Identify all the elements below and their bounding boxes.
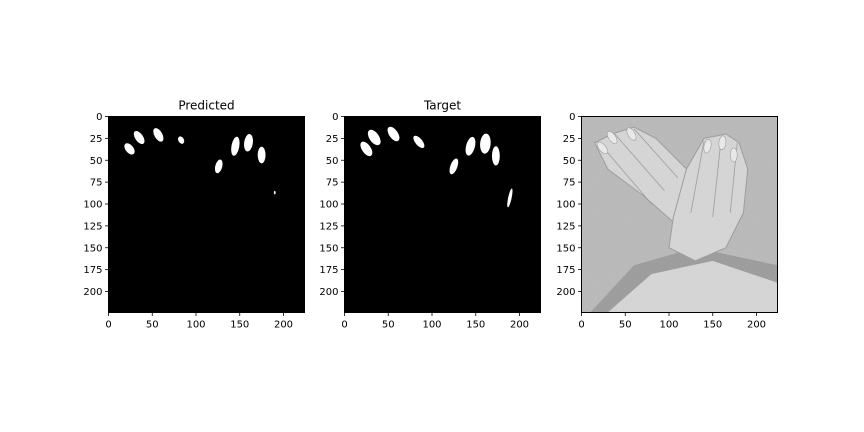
mask-blob [449, 158, 459, 175]
y-tick-label: 75 [326, 178, 339, 189]
x-tick-label: 200 [510, 320, 529, 331]
axes-frame [344, 116, 541, 313]
mask-blob [231, 136, 240, 156]
y-tick-label: 125 [83, 221, 102, 232]
finger-crease [633, 128, 679, 179]
y-tick-label: 175 [83, 265, 102, 276]
y-tick-label: 75 [90, 178, 103, 189]
mask-blob [214, 159, 223, 174]
y-tick-label: 100 [83, 200, 102, 211]
mask-blob [153, 128, 164, 142]
mask-blob [465, 136, 476, 156]
image-area [344, 116, 541, 313]
mask-blob [360, 141, 373, 157]
y-tick-label: 150 [83, 243, 102, 254]
x-tick-label: 50 [619, 320, 632, 331]
x-tick-label: 50 [382, 320, 395, 331]
mask-blob [413, 135, 425, 149]
mask-blob [124, 143, 135, 155]
x-tick-label: 150 [466, 320, 485, 331]
y-tick-label: 175 [556, 265, 575, 276]
y-tick-label: 100 [319, 200, 338, 211]
y-tick-label: 150 [319, 243, 338, 254]
mask-background [344, 116, 541, 313]
y-tick-label: 25 [90, 134, 103, 145]
mask-blob [178, 136, 185, 144]
mask-blob [257, 146, 266, 164]
mask-blob [133, 131, 145, 144]
y-tick-label: 50 [563, 156, 576, 167]
mask-blob [273, 190, 276, 195]
image-area [108, 116, 305, 313]
target-mask-panel: 0 50 100 150 200 0 25 50 75 100 125 150 175 200 Target [319, 99, 541, 331]
x-tick-label: 50 [146, 320, 159, 331]
mask-background [108, 116, 305, 313]
y-tick-label: 25 [326, 134, 339, 145]
y-tick-label: 200 [319, 287, 338, 298]
y-tick-label: 50 [326, 156, 339, 167]
y-tick-label: 125 [319, 221, 338, 232]
axes-frame [108, 116, 305, 313]
y-tick-label: 200 [83, 287, 102, 298]
panel-title: Target [423, 99, 461, 113]
fingernail [729, 147, 738, 163]
y-tick-label: 175 [319, 265, 338, 276]
y-tick-label: 75 [563, 178, 576, 189]
hands-photo [581, 116, 778, 313]
finger-crease [614, 133, 665, 192]
fingernail [718, 135, 727, 151]
y-tick-label: 0 [96, 112, 102, 123]
mask-blob [507, 188, 513, 208]
x-tick-label: 200 [274, 320, 293, 331]
mask-blob [243, 134, 254, 152]
y-tick-label: 100 [556, 200, 575, 211]
fingernail [626, 127, 637, 141]
x-tick-label: 150 [230, 320, 249, 331]
y-tick-label: 125 [556, 221, 575, 232]
panel-title: Predicted [178, 99, 234, 113]
y-tick-label: 50 [90, 156, 103, 167]
x-tick-label: 0 [105, 320, 111, 331]
y-tick-label: 25 [563, 134, 576, 145]
mask-blob [367, 129, 381, 146]
image-area [581, 116, 778, 313]
mask-blob [480, 133, 491, 154]
y-tick-label: 200 [556, 287, 575, 298]
y-tick-label: 0 [569, 112, 575, 123]
finger-crease [600, 144, 652, 205]
mask-blob [491, 146, 500, 166]
x-tick-label: 100 [659, 320, 678, 331]
fingernail [596, 141, 609, 155]
x-tick-label: 200 [747, 320, 766, 331]
x-tick-label: 100 [186, 320, 205, 331]
forearm [607, 260, 778, 313]
mask-blob [387, 126, 400, 142]
x-tick-label: 0 [341, 320, 347, 331]
photo-panel: 0 50 100 150 200 0 25 50 75 100 125 150 175 200 [556, 112, 778, 331]
hand [668, 133, 749, 262]
x-tick-label: 0 [578, 320, 584, 331]
predicted-mask-panel: 0 50 100 150 200 0 25 50 75 100 125 150 175 200 Predic… [83, 99, 305, 331]
y-tick-label: 150 [556, 243, 575, 254]
x-tick-label: 100 [422, 320, 441, 331]
y-tick-label: 0 [332, 112, 338, 123]
x-tick-label: 150 [703, 320, 722, 331]
fingernail [703, 139, 712, 154]
axes-frame [581, 116, 778, 313]
finger-crease [712, 135, 722, 218]
finger-crease [690, 140, 705, 213]
fingernail [606, 131, 618, 144]
